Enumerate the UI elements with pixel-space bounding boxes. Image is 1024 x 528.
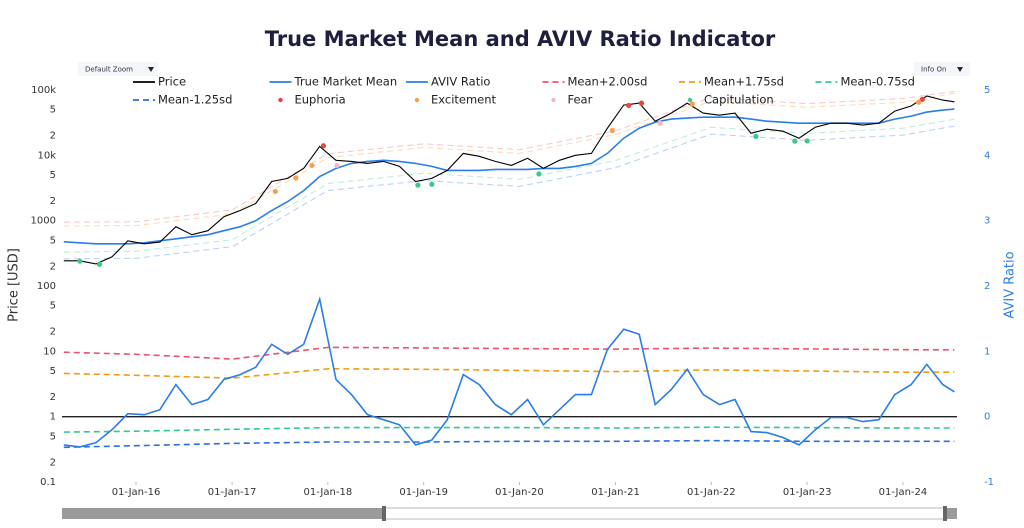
phase-marker [536, 171, 542, 177]
y-tick-label: 5 [50, 301, 56, 312]
y-tick-label: 2 [50, 131, 56, 142]
legend-marker [414, 97, 420, 103]
phase-marker [334, 162, 340, 169]
phase-marker [272, 188, 278, 195]
y2-tick-label: 2 [984, 281, 990, 292]
x-tick-label: 01-Jan-21 [591, 487, 640, 498]
phase-marker [293, 175, 299, 181]
y2-tick-label: -1 [984, 477, 994, 488]
y-tick-label: 2 [50, 457, 56, 468]
zoom-menu-arrow[interactable] [148, 67, 154, 72]
phase-marker [609, 127, 615, 134]
y-tick-label: 2 [50, 327, 56, 338]
y-tick-label: 5 [50, 431, 56, 442]
phase-marker [753, 133, 759, 139]
legend-label: Mean-1.25sd [158, 93, 232, 107]
phase-marker [792, 138, 798, 144]
info-menu-arrow[interactable] [957, 67, 963, 72]
legend-label: Mean+2.00sd [568, 75, 648, 89]
phase-marker [689, 101, 695, 107]
price-band-line [63, 125, 955, 260]
y-tick-label: 2 [50, 196, 56, 207]
legend-label: Euphoria [295, 93, 346, 107]
y-tick-label: 100 [37, 281, 56, 292]
chart-title: True Market Mean and AVIV Ratio Indicato… [265, 27, 776, 51]
y-tick-label: 100k [31, 85, 56, 96]
phase-marker [919, 96, 925, 102]
range-slider-handle[interactable] [943, 506, 947, 521]
y-tick-label: 5 [50, 235, 56, 246]
legend-label: Fear [568, 93, 593, 107]
legend-marker [687, 97, 693, 103]
series-line [63, 367, 955, 379]
phase-marker [320, 143, 327, 149]
phase-marker [429, 181, 435, 187]
phase-marker [638, 100, 645, 106]
price-band-line [63, 118, 955, 253]
y2-tick-label: 1 [984, 346, 990, 357]
legend-label: AVIV Ratio [431, 75, 490, 89]
legend-label: Mean-0.75sd [841, 75, 915, 89]
legend-label: Excitement [431, 93, 497, 107]
series-line [63, 426, 955, 433]
phase-marker [657, 120, 663, 126]
phase-marker [626, 102, 632, 109]
phase-marker [916, 99, 922, 105]
range-slider-handle[interactable] [382, 506, 386, 521]
y-tick-label: 5 [50, 366, 56, 377]
zoom-menu[interactable] [78, 62, 158, 76]
y-tick-label: 10k [37, 150, 56, 161]
phase-marker [415, 182, 421, 188]
x-tick-label: 01-Jan-19 [399, 487, 448, 498]
series-line [63, 346, 955, 360]
phase-marker [77, 258, 83, 264]
y2-tick-label: 3 [984, 216, 990, 227]
legend-marker [551, 97, 556, 103]
x-tick-label: 01-Jan-16 [112, 487, 161, 498]
price-band-line [63, 92, 955, 227]
x-tick-label: 01-Jan-18 [304, 487, 353, 498]
legend-label: True Market Mean [294, 75, 398, 89]
range-slider-mask[interactable] [62, 508, 385, 519]
y-tick-label: 2 [50, 392, 56, 403]
series-line [63, 95, 955, 265]
y-tick-label: 1000 [31, 216, 56, 227]
phase-marker [309, 162, 315, 169]
x-tick-label: 01-Jan-20 [495, 487, 544, 498]
legend-marker [278, 97, 283, 103]
legend-label: Mean+1.75sd [704, 75, 784, 89]
y2-tick-label: 4 [984, 150, 990, 161]
info-menu[interactable] [914, 62, 970, 76]
zoom-menu-label[interactable]: Default Zoom [85, 66, 133, 74]
series-line [63, 296, 955, 448]
y2-tick-label: 0 [984, 412, 990, 423]
phase-marker [804, 138, 810, 144]
y2-tick-label: 5 [984, 85, 990, 96]
range-slider-window[interactable] [384, 507, 946, 520]
y-tick-label: 1 [50, 412, 56, 423]
info-menu-label[interactable]: Info On [921, 66, 946, 74]
y-tick-label: 5 [50, 105, 56, 116]
y-axis-label: Price [USD] [7, 248, 22, 322]
series-line [63, 439, 955, 449]
y-tick-label: 2 [50, 261, 56, 272]
y-tick-label: 0.1 [40, 477, 56, 488]
y-tick-label: 10 [43, 346, 56, 357]
series-line [63, 108, 955, 245]
x-tick-label: 01-Jan-23 [783, 487, 832, 498]
x-tick-label: 01-Jan-24 [879, 487, 928, 498]
phase-marker [96, 261, 103, 267]
y-tick-label: 5 [50, 170, 56, 181]
x-tick-label: 01-Jan-17 [208, 487, 257, 498]
range-slider-mask[interactable] [945, 508, 957, 519]
x-tick-label: 01-Jan-22 [687, 487, 736, 498]
y2-axis-label: AVIV Ratio [1003, 251, 1018, 318]
legend-label: Capitulation [704, 93, 774, 107]
legend-label: Price [158, 75, 186, 89]
price-band-line [63, 91, 955, 223]
